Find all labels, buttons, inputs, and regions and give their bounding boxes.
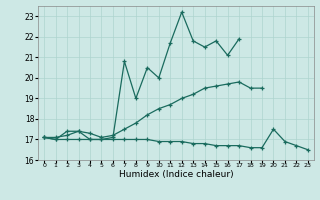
- X-axis label: Humidex (Indice chaleur): Humidex (Indice chaleur): [119, 170, 233, 179]
